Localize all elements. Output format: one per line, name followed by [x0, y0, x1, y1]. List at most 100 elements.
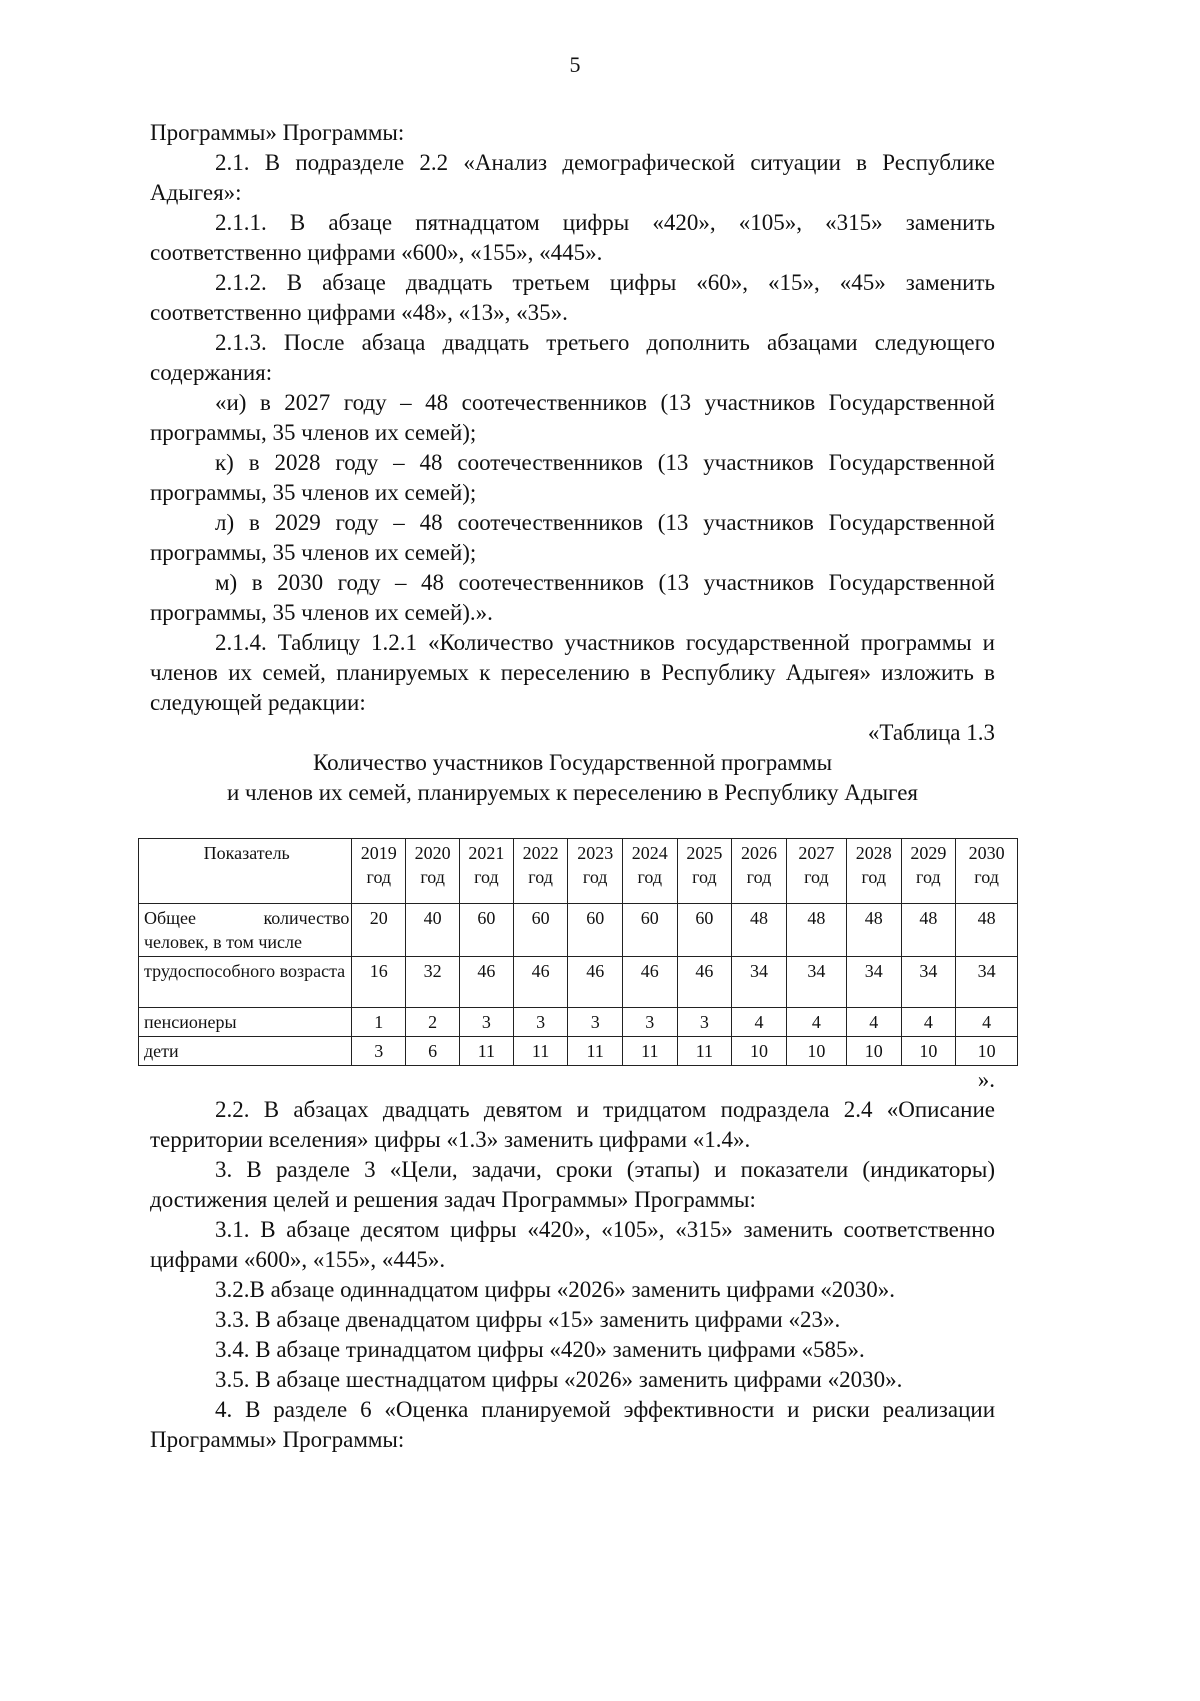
year-suffix: год — [746, 867, 772, 887]
table-cell: 34 — [785, 956, 847, 1008]
header-cell: Показатель — [137, 838, 353, 904]
table-cell: 10 — [900, 1036, 957, 1066]
year: 2020 — [414, 843, 451, 863]
year-suffix: год — [528, 867, 553, 887]
table-cell: 48 — [845, 903, 902, 957]
header-cell-year: 2025 год — [676, 838, 733, 904]
document-body-bottom: ». 2.2. В абзацах двадцать девятом и трид… — [150, 1065, 995, 1455]
header-cell-year: 2020 год — [405, 838, 460, 904]
year: 2028 — [855, 843, 892, 863]
paragraph: л) в 2029 году – 48 соотечественников (1… — [150, 510, 995, 565]
table-cell: 4 — [785, 1007, 847, 1037]
table-cell: 11 — [676, 1036, 733, 1066]
table-cell: 3 — [676, 1007, 733, 1037]
document-body-top: Программы» Программы: 2.1. В подразделе 2… — [150, 118, 995, 808]
table-cell: 4 — [845, 1007, 902, 1037]
header-cell-year: 2028 год — [845, 838, 902, 904]
table-cell: 32 — [405, 956, 460, 1008]
row-label: Общее количество человек, в том числе — [137, 903, 353, 957]
year-suffix: год — [420, 867, 445, 887]
table-cell: 34 — [955, 956, 1018, 1008]
header-cell-year: 2021 год — [459, 838, 514, 904]
paragraph: «и) в 2027 году – 48 соотечественников (… — [150, 390, 995, 445]
table-cell: 3 — [351, 1036, 407, 1066]
year: 2021 — [468, 843, 505, 863]
year-suffix: год — [366, 867, 392, 887]
table-cell: 48 — [785, 903, 847, 957]
paragraph: 2.1.3. После абзаца двадцать третьего до… — [150, 330, 995, 385]
table-cell: 3 — [621, 1007, 678, 1037]
year: 2024 — [631, 843, 668, 863]
table-cell: 11 — [512, 1036, 569, 1066]
table-cell: 2 — [405, 1007, 460, 1037]
table-cell: 10 — [845, 1036, 902, 1066]
year: 2023 — [577, 843, 614, 863]
paragraph: 3.1. В абзаце десятом цифры «420», «105»… — [150, 1217, 995, 1272]
table-cell: 46 — [621, 956, 678, 1008]
year-suffix: год — [474, 867, 499, 887]
table-cell: 11 — [567, 1036, 623, 1066]
table-cell: 16 — [351, 956, 407, 1008]
table-cell: 10 — [955, 1036, 1018, 1066]
row-label: трудоспособного возраста — [137, 956, 353, 1008]
table-cell: 3 — [459, 1007, 514, 1037]
header-cell-year: 2023 год — [567, 838, 623, 904]
year: 2019 — [360, 843, 397, 863]
table-cell: 46 — [567, 956, 623, 1008]
table-cell: 60 — [459, 903, 514, 957]
paragraph: 2.1.4. Таблицу 1.2.1 «Количество участни… — [150, 630, 995, 715]
table-row: Общее количество человек, в том числе 20 4… — [137, 903, 1018, 957]
header-cell-year: 2026 год — [731, 838, 787, 904]
table-cell: 60 — [512, 903, 569, 957]
paragraph: 3.3. В абзаце двенадцатом цифры «15» зам… — [215, 1307, 841, 1332]
paragraph: 4. В разделе 6 «Оценка планируемой эффек… — [150, 1397, 995, 1452]
year: 2026 — [740, 843, 777, 863]
year: 2022 — [522, 843, 559, 863]
table-header-row: Показатель 2019 год 2020 год 2021 год 2022 год 20… — [137, 838, 1018, 904]
table-cell: 46 — [459, 956, 514, 1008]
year-suffix: год — [916, 867, 941, 887]
year-suffix: год — [861, 867, 887, 887]
table-cell: 46 — [512, 956, 569, 1008]
paragraph: 3.2.В абзаце одиннадцатом цифры «2026» з… — [215, 1277, 896, 1302]
table-row: пенсионеры 1 2 3 3 3 3 3 4 4 4 4 4 — [137, 1007, 1018, 1037]
paragraph: Количество участников Государственной пр… — [312, 750, 833, 775]
year-suffix: год — [974, 867, 999, 887]
paragraph: 2.1. В подразделе 2.2 «Анализ демографич… — [150, 150, 995, 205]
paragraph: и членов их семей, планируемых к пересел… — [227, 780, 918, 805]
table-cell: 10 — [731, 1036, 787, 1066]
table-cell: 3 — [512, 1007, 569, 1037]
paragraph: 2.1.2. В абзаце двадцать третьем цифры «… — [150, 270, 995, 325]
table-cell: 11 — [621, 1036, 678, 1066]
table-cell: 10 — [785, 1036, 847, 1066]
table-cell: 1 — [351, 1007, 407, 1037]
header-cell-year: 2029 год — [900, 838, 957, 904]
paragraph: 3.5. В абзаце шестнадцатом цифры «2026» … — [215, 1367, 903, 1392]
row-label: дети — [137, 1036, 353, 1066]
table-cell: 34 — [731, 956, 787, 1008]
paragraph: «Таблица 1.3 — [867, 720, 995, 745]
year: 2029 — [910, 843, 947, 863]
table-cell: 3 — [567, 1007, 623, 1037]
table-cell: 4 — [731, 1007, 787, 1037]
paragraph: Программы» Программы: — [150, 120, 405, 145]
year: 2027 — [798, 843, 835, 863]
table-cell: 48 — [900, 903, 957, 957]
paragraph: 2.2. В абзацах двадцать девятом и тридца… — [150, 1097, 995, 1152]
paragraph: 3.4. В абзаце тринадцатом цифры «420» за… — [215, 1337, 865, 1362]
year: 2030 — [968, 843, 1005, 863]
header-cell-year: 2019 год — [351, 838, 407, 904]
paragraph: 3. В разделе 3 «Цели, задачи, сроки (эта… — [150, 1157, 995, 1212]
paragraph: ». — [977, 1067, 995, 1092]
table-cell: 40 — [405, 903, 460, 957]
table-cell: 60 — [621, 903, 678, 957]
paragraph: 2.1.1. В абзаце пятнадцатом цифры «420»,… — [150, 210, 995, 265]
table-cell: 4 — [955, 1007, 1018, 1037]
year-suffix: год — [804, 867, 829, 887]
row-label: пенсионеры — [137, 1007, 353, 1037]
table-row: трудоспособного возраста 16 32 46 46 46 46 46 34… — [137, 956, 1018, 1008]
table-cell: 34 — [900, 956, 957, 1008]
page-number: 5 — [569, 52, 581, 77]
table-cell: 46 — [676, 956, 733, 1008]
table-row: дети 3 6 11 11 11 11 11 10 10 10 10 10 — [137, 1036, 1018, 1066]
